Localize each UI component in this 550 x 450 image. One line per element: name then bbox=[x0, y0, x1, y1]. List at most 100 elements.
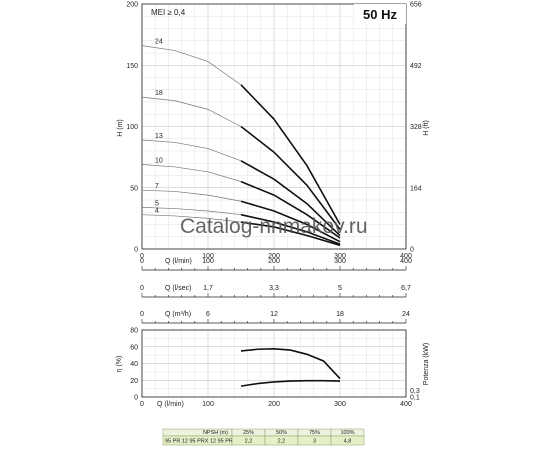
y-tick-label: 60 bbox=[130, 344, 138, 351]
unit-axis-tick-label: 200 bbox=[268, 258, 280, 265]
head-curve-24 bbox=[240, 84, 341, 225]
head-curve-18 bbox=[240, 125, 341, 230]
table-header-text: 25% bbox=[243, 430, 254, 436]
x-tick-label: 0 bbox=[140, 253, 144, 260]
head-y2-tick-labels: 0 164 328 492 656 bbox=[410, 2, 422, 254]
unit-axis-tick-label: 300 bbox=[334, 258, 346, 265]
unit-axis-tick-label: 0 bbox=[140, 311, 144, 318]
x-tick-label: 300 bbox=[334, 401, 346, 408]
table-cell bbox=[330, 435, 365, 446]
table-header-text: 50% bbox=[276, 430, 287, 436]
unit-axis-tick-label: 5 bbox=[338, 285, 342, 292]
x-tick-label: 300 bbox=[334, 253, 346, 260]
y2-tick-label: 328 bbox=[410, 124, 422, 131]
unit-axis-tick-label: 100 bbox=[202, 258, 214, 265]
efficiency-power-curves bbox=[240, 348, 341, 387]
unit-axis-tick-label: 6 bbox=[206, 311, 210, 318]
head-curve-10 bbox=[240, 180, 341, 239]
table-header-text: 100% bbox=[340, 430, 354, 436]
unit-axes: 0 100 200 300 400 Q (l/min) 0 1,7 3,3 5 6,7 Q (l/se… bbox=[140, 258, 412, 324]
table-header-text: 75% bbox=[309, 430, 320, 436]
unit-axis-label: Q (l/sec) bbox=[165, 285, 191, 292]
x-tick-label: 100 bbox=[202, 253, 214, 260]
efficiency-x-tick-labels: 0 100 200 300 400 Q (l/min) bbox=[140, 401, 412, 408]
y2-tick-label: 0 bbox=[410, 247, 414, 254]
curve-label-13: 13 bbox=[155, 133, 163, 140]
head-curve-7 bbox=[240, 200, 341, 243]
y-tick-label: 100 bbox=[126, 124, 138, 131]
y-tick-label: 20 bbox=[130, 378, 138, 385]
curve-label-7: 7 bbox=[155, 183, 159, 190]
head-curves bbox=[141, 45, 341, 247]
x-tick-label: 200 bbox=[268, 401, 280, 408]
y2-tick-label: 492 bbox=[410, 63, 422, 70]
curve-label-24: 24 bbox=[155, 39, 163, 46]
y-tick-label: 40 bbox=[130, 361, 138, 368]
curve-power bbox=[240, 379, 341, 387]
unit-axis-tick-label: 6,7 bbox=[401, 285, 411, 292]
y2-tick-label: 656 bbox=[410, 2, 422, 9]
unit-axis-label: Q (l/min) bbox=[165, 258, 192, 265]
x-tick-label: 0 bbox=[140, 401, 144, 408]
head-curve-7-thin bbox=[141, 189, 242, 202]
unit-axis-tick-label: 1,7 bbox=[203, 285, 213, 292]
y2-tick-label: 0,1 bbox=[410, 395, 420, 402]
head-chart-grid bbox=[141, 3, 407, 250]
y2-tick-label: 0,3 bbox=[410, 388, 420, 395]
efficiency-y-axis-label: η (%) bbox=[116, 356, 123, 373]
mei-note: MEI ≥ 0,4 bbox=[151, 8, 186, 17]
head-curve-10-thin bbox=[141, 164, 242, 182]
head-curve-24-thin bbox=[141, 45, 242, 86]
unit-axis-tick-label: 24 bbox=[402, 311, 410, 318]
head-curve-4 bbox=[240, 221, 341, 247]
head-curve-labels: 24 18 13 10 7 54 bbox=[155, 39, 163, 215]
unit-axis-label: Q (m³/h) bbox=[165, 311, 191, 318]
efficiency-chart-grid bbox=[141, 329, 407, 398]
y2-tick-label: 164 bbox=[410, 185, 422, 192]
table-cell-text: 95 PR 12 95 PRX 12 95 PRG 12 bbox=[165, 439, 245, 445]
x-tick-label: 100 bbox=[202, 401, 214, 408]
frequency-badge: 50 Hz bbox=[363, 7, 397, 22]
power-y2-axis-label: Potenza (kW) bbox=[423, 343, 430, 385]
y-tick-label: 0 bbox=[134, 247, 138, 254]
head-y2-axis-label: H (ft) bbox=[423, 120, 430, 136]
unit-axis-tick-label: 12 bbox=[270, 311, 278, 318]
table-header-text: NPSH (m) bbox=[203, 430, 228, 436]
efficiency-chart-frame bbox=[141, 329, 407, 398]
unit-axis-tick-label: 400 bbox=[400, 258, 412, 265]
x-axis-label: Q (l/min) bbox=[157, 401, 184, 408]
y-tick-label: 150 bbox=[126, 63, 138, 70]
table-cell-text: 2,2 bbox=[245, 439, 253, 445]
unit-axis-tick-label: 0 bbox=[140, 285, 144, 292]
y-tick-label: 80 bbox=[130, 328, 138, 335]
curve-label-10: 10 bbox=[155, 157, 163, 164]
table-cell-text: 3 bbox=[313, 439, 316, 445]
table-cell-text: 2,2 bbox=[278, 439, 286, 445]
unit-axis-tick-label: 3,3 bbox=[269, 285, 279, 292]
y-tick-label: 50 bbox=[130, 185, 138, 192]
frequency-badge-bg bbox=[354, 4, 406, 24]
head-curve-5-thin bbox=[141, 207, 242, 216]
y-tick-label: 0 bbox=[134, 395, 138, 402]
watermark: Catalog-nnmakov.ru bbox=[180, 215, 368, 238]
head-x-tick-labels: 0 100 200 300 400 bbox=[140, 253, 412, 260]
head-curve-4-thin bbox=[141, 214, 242, 223]
npsh-table: NPSH (m) 25% 50% 75% 100% 95 PR 12 95 PRX 12 … bbox=[162, 428, 365, 446]
head-curve-18-thin bbox=[141, 96, 242, 127]
head-curve-13 bbox=[240, 160, 341, 237]
y-tick-label: 200 bbox=[126, 2, 138, 9]
head-chart-frame bbox=[141, 3, 407, 250]
curve-label-4: 4 bbox=[155, 208, 159, 215]
head-chart: 0 50 100 150 200 0 164 328 492 656 0 100 200 300 400… bbox=[117, 2, 430, 261]
efficiency-y-tick-labels: 0 20 40 60 80 bbox=[130, 328, 138, 402]
head-curve-13-thin bbox=[141, 139, 242, 162]
curve-label-18: 18 bbox=[155, 90, 163, 97]
head-curve-5 bbox=[240, 213, 341, 245]
unit-axis-tick-label: 0 bbox=[140, 258, 144, 265]
head-y-tick-labels: 0 50 100 150 200 bbox=[126, 2, 138, 254]
head-y-axis-label: H (m) bbox=[117, 119, 124, 137]
x-tick-label: 200 bbox=[268, 253, 280, 260]
table-cell-text: 4,8 bbox=[344, 439, 352, 445]
